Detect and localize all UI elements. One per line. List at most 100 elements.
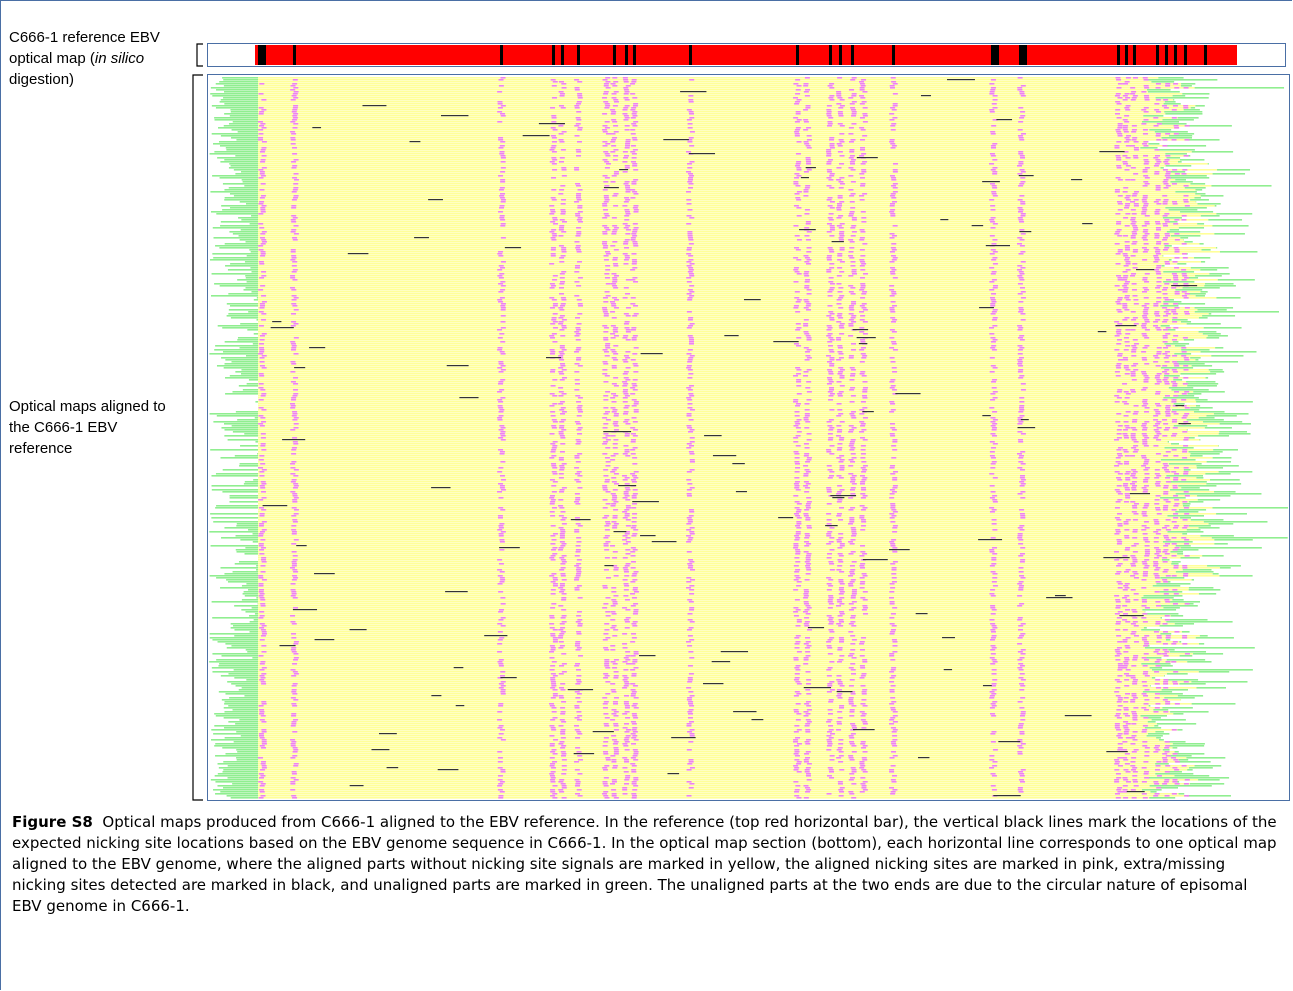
nicking-signal (578, 305, 583, 307)
nicking-signal (576, 569, 581, 571)
nicking-signal (889, 541, 894, 543)
unaligned (224, 423, 258, 425)
nicking-signal (633, 429, 638, 431)
nicking-signal (1125, 241, 1130, 243)
nicking-signal (1133, 445, 1138, 447)
nicking-signal (1134, 147, 1139, 149)
nicking-signal (497, 329, 502, 331)
nicking-signal (828, 399, 833, 401)
nicking-signal (851, 597, 856, 599)
nicking-signal (891, 505, 896, 507)
nicking-signal (561, 255, 566, 257)
nicking-signal (794, 513, 799, 515)
nicking-signal (990, 421, 995, 423)
nicking-signal (260, 425, 265, 427)
nicking-signal (689, 145, 694, 147)
nicking-signal (624, 371, 629, 373)
unaligned (1165, 101, 1176, 103)
nicking-signal (863, 575, 868, 577)
nicking-signal (892, 569, 897, 571)
nicking-signal (262, 469, 267, 471)
unaligned (1184, 241, 1192, 243)
nicking-signal (1142, 563, 1147, 565)
nicking-signal (1117, 429, 1122, 431)
extra-site (652, 541, 677, 542)
nicking-signal (1141, 529, 1146, 531)
nicking-site (851, 45, 854, 65)
nicking-signal (258, 617, 263, 619)
nicking-signal (848, 239, 853, 241)
nicking-signal (1153, 563, 1158, 565)
nicking-signal (892, 551, 897, 553)
aligned (258, 151, 1192, 153)
nicking-signal (292, 305, 297, 307)
extra-site (1018, 427, 1036, 428)
nicking-signal (851, 235, 856, 237)
nicking-signal (261, 395, 266, 397)
nicking-signal (291, 313, 296, 315)
nicking-signal (559, 469, 564, 471)
nicking-signal (892, 487, 897, 489)
unaligned (1195, 311, 1279, 313)
nicking-signal (1174, 503, 1179, 505)
nicking-signal (989, 93, 994, 95)
nicking-signal (549, 497, 554, 499)
nicking-signal (827, 305, 832, 307)
nicking-signal (689, 113, 694, 115)
nicking-signal (840, 591, 845, 593)
nicking-signal (559, 527, 564, 529)
nicking-signal (690, 131, 695, 133)
aligned (258, 555, 1202, 557)
unaligned (1197, 495, 1230, 497)
nicking-signal (549, 405, 554, 407)
nicking-signal (612, 121, 617, 123)
nicking-signal (577, 205, 582, 207)
nicking-signal (686, 353, 691, 355)
nicking-signal (836, 167, 841, 169)
nicking-signal (634, 471, 639, 473)
nicking-signal (849, 151, 854, 153)
nicking-signal (1116, 223, 1121, 225)
nicking-signal (1174, 127, 1179, 129)
nicking-signal (849, 459, 854, 461)
nicking-signal (1153, 437, 1158, 439)
nicking-signal (562, 593, 567, 595)
nicking-signal (1132, 139, 1137, 141)
nicking-signal (1116, 449, 1121, 451)
nicking-signal (1173, 335, 1178, 337)
nicking-signal (793, 543, 798, 545)
nicking-signal (849, 195, 854, 197)
nicking-signal (1164, 537, 1169, 539)
nicking-signal (889, 381, 894, 383)
nicking-signal (892, 201, 897, 203)
nicking-signal (500, 141, 505, 143)
nicking-signal (1122, 279, 1127, 281)
aligned (258, 439, 1199, 441)
unaligned (1178, 395, 1194, 397)
nicking-signal (837, 513, 842, 515)
nicking-signal (559, 351, 564, 353)
nicking-signal (259, 125, 264, 127)
nicking-signal (260, 303, 265, 305)
nicking-signal (551, 127, 556, 129)
nicking-signal (889, 347, 894, 349)
nicking-signal (1020, 115, 1025, 117)
nicking-signal (575, 383, 580, 385)
aligned (258, 437, 1188, 439)
nicking-signal (577, 559, 582, 561)
nicking-signal (261, 253, 266, 255)
nicking-signal (990, 153, 995, 155)
nicking-signal (859, 195, 864, 197)
nicking-signal (689, 295, 694, 297)
nicking-signal (1116, 367, 1121, 369)
nicking-signal (1153, 255, 1158, 257)
nicking-signal (848, 497, 853, 499)
nicking-signal (860, 319, 865, 321)
nicking-signal (1132, 537, 1137, 539)
nicking-signal (828, 561, 833, 563)
nicking-signal (1145, 183, 1150, 185)
nicking-signal (861, 85, 866, 87)
nicking-signal (1115, 213, 1120, 215)
nicking-signal (1131, 365, 1136, 367)
nicking-signal (892, 367, 897, 369)
